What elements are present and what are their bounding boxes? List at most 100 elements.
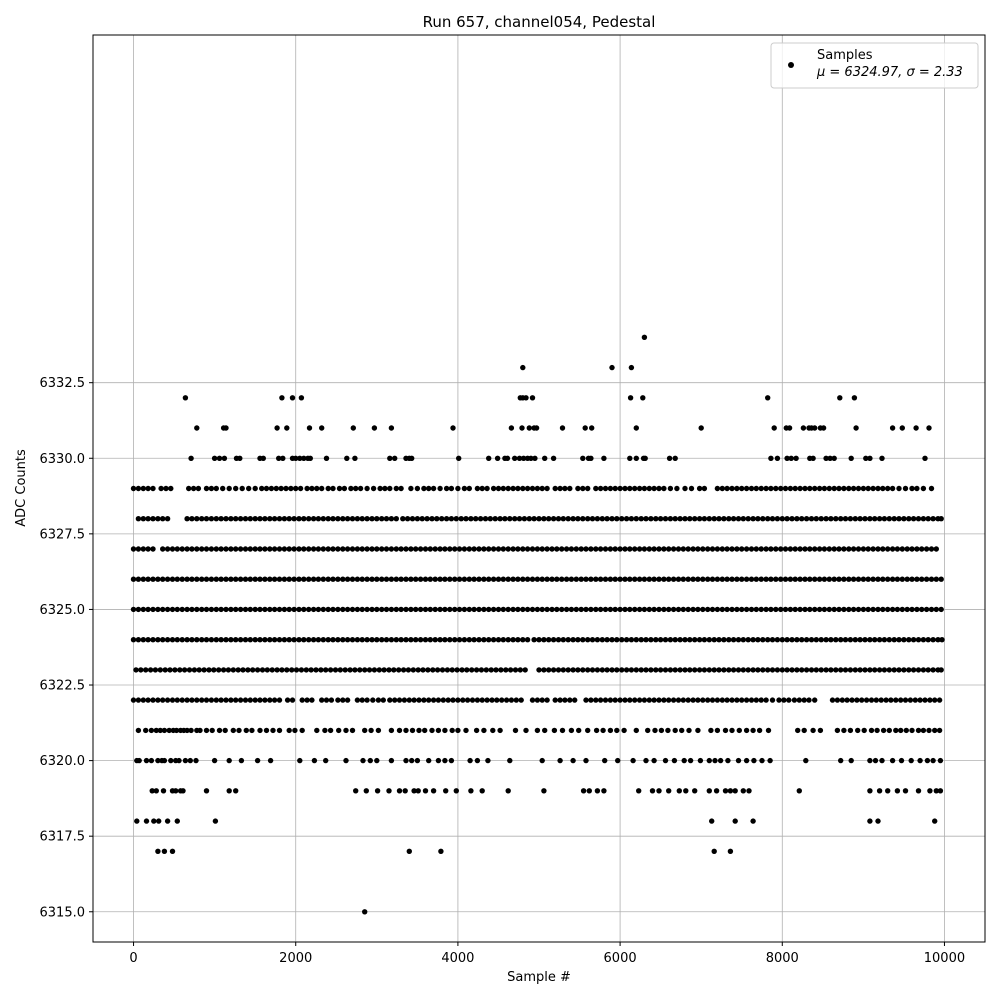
data-point	[721, 516, 727, 522]
data-point	[174, 576, 180, 582]
data-point	[528, 455, 534, 461]
data-point	[173, 727, 180, 734]
data-point	[661, 485, 667, 492]
data-point	[782, 485, 789, 492]
data-point	[327, 667, 334, 673]
data-point	[700, 576, 706, 582]
data-point	[425, 667, 431, 673]
data-point	[271, 576, 278, 582]
legend: Samples μ = 6324.97, σ = 2.33	[770, 42, 979, 89]
data-point	[368, 727, 374, 734]
data-point	[325, 485, 331, 492]
data-point	[135, 546, 142, 552]
data-point	[787, 485, 794, 492]
data-point	[653, 667, 659, 673]
data-point	[906, 516, 912, 522]
data-point	[646, 546, 652, 552]
data-point	[778, 576, 784, 582]
data-point	[820, 425, 827, 431]
data-point	[280, 455, 286, 461]
data-point	[233, 576, 239, 582]
data-point	[841, 485, 847, 492]
data-point	[164, 818, 171, 824]
data-point	[150, 606, 156, 613]
data-point	[601, 455, 607, 461]
data-point	[203, 637, 210, 643]
data-point	[189, 576, 195, 582]
chart-title: Run 657, channel054, Pedestal	[423, 13, 656, 31]
data-point	[524, 576, 531, 582]
data-point	[393, 516, 399, 522]
data-point	[130, 637, 137, 643]
data-point	[797, 546, 803, 552]
data-point	[724, 606, 730, 613]
data-point	[276, 455, 282, 461]
data-point	[730, 516, 737, 522]
data-point	[164, 637, 171, 643]
data-point	[262, 576, 268, 582]
data-point	[498, 667, 504, 673]
data-point	[471, 606, 477, 613]
data-point	[409, 727, 416, 734]
data-point	[714, 727, 721, 734]
data-point	[560, 667, 566, 673]
data-point	[885, 485, 891, 492]
data-point	[685, 606, 691, 613]
data-point	[443, 485, 450, 492]
data-point	[784, 637, 790, 643]
data-point	[828, 637, 834, 643]
data-point	[612, 576, 618, 582]
data-point	[740, 667, 746, 673]
data-point	[675, 546, 682, 552]
data-point	[344, 455, 350, 461]
data-point	[488, 667, 494, 673]
data-point	[636, 546, 643, 552]
data-point	[541, 788, 547, 794]
data-point	[818, 516, 824, 522]
data-point	[808, 637, 815, 643]
data-point	[289, 395, 296, 401]
data-point	[690, 606, 696, 613]
data-point	[490, 546, 497, 552]
data-point	[578, 606, 584, 613]
data-point	[169, 637, 176, 643]
data-point	[855, 485, 862, 492]
data-point	[690, 546, 696, 552]
data-point	[851, 395, 858, 401]
data-point	[735, 667, 742, 673]
data-point	[464, 697, 471, 703]
data-point	[479, 697, 485, 703]
data-point	[844, 697, 850, 703]
data-point	[755, 667, 761, 673]
data-point	[259, 485, 265, 492]
data-point	[573, 606, 579, 613]
data-point	[622, 485, 628, 492]
data-point	[834, 727, 841, 734]
data-point	[291, 576, 297, 582]
data-point	[638, 516, 644, 522]
data-point	[788, 455, 794, 461]
data-point	[189, 697, 195, 703]
data-point	[676, 788, 682, 794]
data-point	[274, 667, 280, 673]
data-point	[750, 667, 756, 673]
data-point	[627, 576, 633, 582]
data-point	[559, 576, 565, 582]
data-point	[665, 727, 671, 734]
data-point	[271, 516, 278, 522]
data-point	[648, 516, 654, 522]
data-point	[633, 667, 639, 673]
data-point	[335, 606, 341, 613]
data-point	[619, 667, 625, 673]
data-point	[301, 606, 307, 613]
data-point	[609, 637, 615, 643]
data-point	[203, 485, 210, 492]
data-point	[593, 727, 600, 734]
data-point	[936, 727, 943, 734]
data-point	[894, 788, 901, 794]
data-point	[364, 637, 370, 643]
data-point	[409, 757, 415, 764]
data-point	[203, 576, 210, 582]
data-point	[666, 606, 672, 613]
data-point	[289, 667, 295, 673]
